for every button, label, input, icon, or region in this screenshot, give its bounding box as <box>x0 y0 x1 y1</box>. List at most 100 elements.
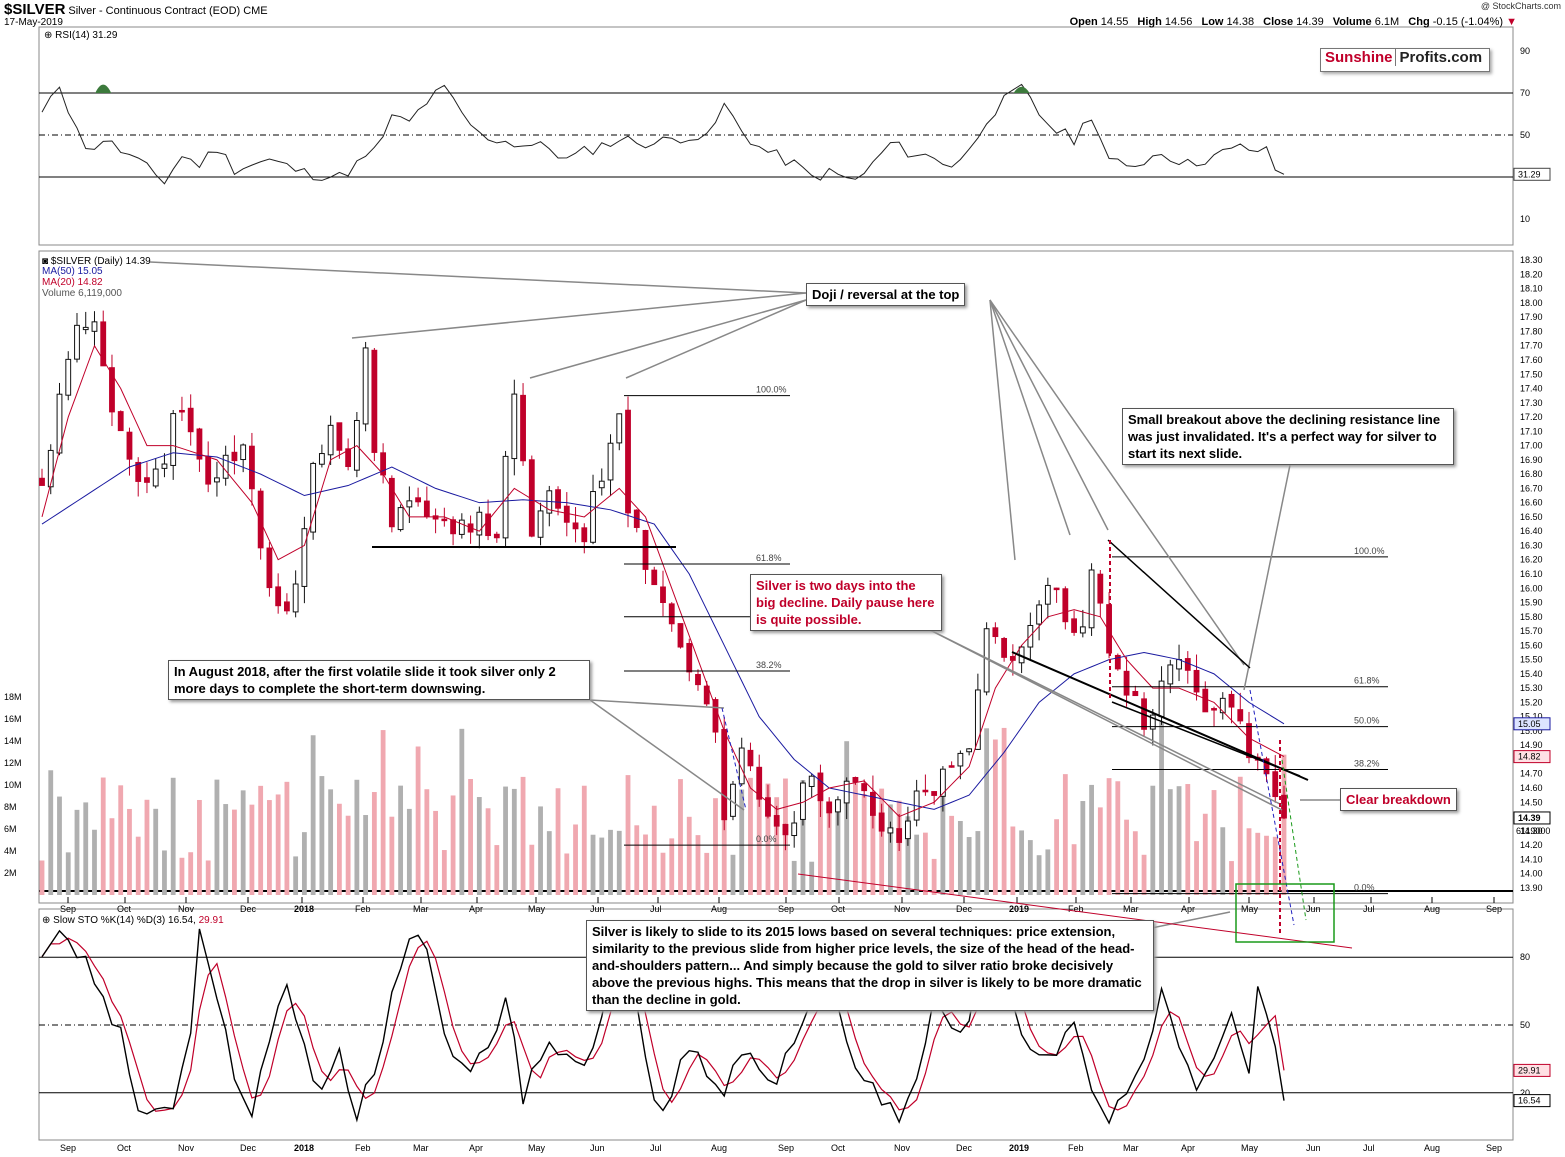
volume-bar-15 <box>170 777 176 895</box>
volume-bar-40 <box>389 816 395 895</box>
candle-body-121 <box>1097 573 1104 604</box>
volume-bar-107 <box>975 831 981 895</box>
stoch-legend-k: 16.54, <box>168 915 196 926</box>
month-label-bottom-13: Oct <box>831 1143 846 1153</box>
month-label-bottom-6: Mar <box>413 1143 429 1153</box>
price-tick-27: 15.60 <box>1520 640 1543 650</box>
rsi-tick-10: 10 <box>1520 214 1530 224</box>
volume-bar-35 <box>345 815 351 895</box>
candle-body-37 <box>362 347 369 425</box>
doji-callout-7 <box>989 299 1245 666</box>
volume-legend: Volume 6,119,000 <box>42 288 122 299</box>
candle-body-7 <box>100 321 107 367</box>
volume-bar-83 <box>765 783 771 895</box>
price-tick-12: 17.10 <box>1520 426 1543 436</box>
lows-callout <box>1141 911 1231 931</box>
volume-label: Volume <box>1332 16 1372 28</box>
month-label-top-15: Dec <box>956 904 973 914</box>
price-legend-text: $SILVER (Daily) 14.39 <box>51 256 151 267</box>
stoch-k-last-label: 16.54 <box>1518 1096 1541 1106</box>
month-label-top-19: Apr <box>1181 904 1195 914</box>
candle-body-76 <box>703 685 710 705</box>
candle-body-43 <box>415 497 422 503</box>
volume-bar-111 <box>1010 826 1016 895</box>
candle-body-60 <box>563 505 570 523</box>
price-tick-42: 14.10 <box>1520 854 1543 864</box>
volume-bar-86 <box>791 860 797 895</box>
vol-tick-7: 4M <box>4 846 17 856</box>
volume-bar-42 <box>406 808 412 895</box>
volume-bar-87 <box>800 780 806 895</box>
candle-body-85 <box>782 823 789 836</box>
candle-body-123 <box>1114 654 1121 670</box>
volume-bar-39 <box>380 730 386 895</box>
volume-bar-118 <box>1071 844 1077 895</box>
logo-part1: Sunshine <box>1325 49 1393 66</box>
price-tick-32: 15.10 <box>1520 712 1543 722</box>
candle-body-61 <box>572 522 579 530</box>
volume-bar-48 <box>459 728 465 895</box>
volume-bar-68 <box>634 825 640 895</box>
volume-bar-76 <box>704 852 710 895</box>
volume-bar-30 <box>301 832 307 895</box>
volume-bar-6 <box>92 829 97 895</box>
volume-bar-131 <box>1185 784 1191 895</box>
candle-body-93 <box>852 777 859 783</box>
candle-body-95 <box>870 791 876 816</box>
rsi-overbought-fill-0 <box>95 84 112 93</box>
volume-bar-127 <box>1150 785 1156 895</box>
price-tick-15: 16.80 <box>1520 469 1543 479</box>
candle-body-102 <box>931 791 938 796</box>
volume-bar-1 <box>48 770 54 895</box>
vol-tick-0: 18M <box>4 692 22 702</box>
volume-bar-99 <box>905 816 911 895</box>
rsi-overbought-fill-1 <box>1013 86 1030 93</box>
price-tick-43: 14.00 <box>1520 869 1543 879</box>
month-label-top-4: 2018 <box>294 904 314 914</box>
candle-body-64 <box>598 480 605 489</box>
price-tick-36: 14.70 <box>1520 769 1543 779</box>
note-august: In August 2018, after the first volatile… <box>168 660 590 700</box>
month-label-top-22: Jul <box>1363 904 1375 914</box>
candle-body-72 <box>668 603 675 625</box>
fib2018-label-0: 100.0% <box>756 385 787 395</box>
month-label-top-12: Sep <box>778 904 794 914</box>
volume-bar-44 <box>424 789 430 895</box>
candle-body-38 <box>371 349 378 453</box>
month-label-bottom-12: Sep <box>778 1143 794 1153</box>
volume-bar-123 <box>1115 781 1121 895</box>
low-value: 14.38 <box>1226 16 1255 28</box>
volume-bar-134 <box>1211 790 1217 895</box>
volume-bar-138 <box>1246 828 1252 895</box>
candle-body-78 <box>721 729 728 821</box>
candle-body-136 <box>1228 693 1235 708</box>
candle-body-11 <box>135 461 142 482</box>
price-tick-21: 16.20 <box>1520 555 1543 565</box>
month-label-top-0: Sep <box>60 904 76 914</box>
volume-bar-38 <box>371 792 377 895</box>
candle-body-18 <box>196 428 203 460</box>
candle-body-129 <box>1167 664 1174 685</box>
price-y-axis: 18.30 18.20 18.10 18.00 17.90 17.80 17.70 17.60… <box>1513 255 1551 893</box>
price-tick-1: 18.20 <box>1520 269 1543 279</box>
rsi-legend: ⊕ RSI(14) 31.29 <box>44 30 118 41</box>
stoch-series <box>41 924 1285 1125</box>
volume-bar-53 <box>503 786 508 895</box>
candle-body-25 <box>257 490 264 549</box>
volume-bar-21 <box>223 804 229 895</box>
rsi-reference-lines <box>39 92 1513 178</box>
price-tick-37: 14.60 <box>1520 783 1543 793</box>
vol-tick-4: 10M <box>4 780 22 790</box>
volume-bar-90 <box>826 807 832 895</box>
month-label-top-11: Aug <box>711 904 727 914</box>
candle-body-57 <box>537 510 544 538</box>
rsi-tick-50: 50 <box>1520 130 1530 140</box>
volume-bar-132 <box>1194 841 1199 895</box>
volume-bar-135 <box>1220 827 1226 895</box>
volume-bar-72 <box>669 838 675 895</box>
candle-body-1 <box>47 449 54 488</box>
stoch-d-line <box>41 937 1285 1112</box>
two-days-callout-1 <box>929 629 1283 806</box>
high-label: High <box>1137 16 1162 28</box>
vol-tick-1: 16M <box>4 714 22 724</box>
